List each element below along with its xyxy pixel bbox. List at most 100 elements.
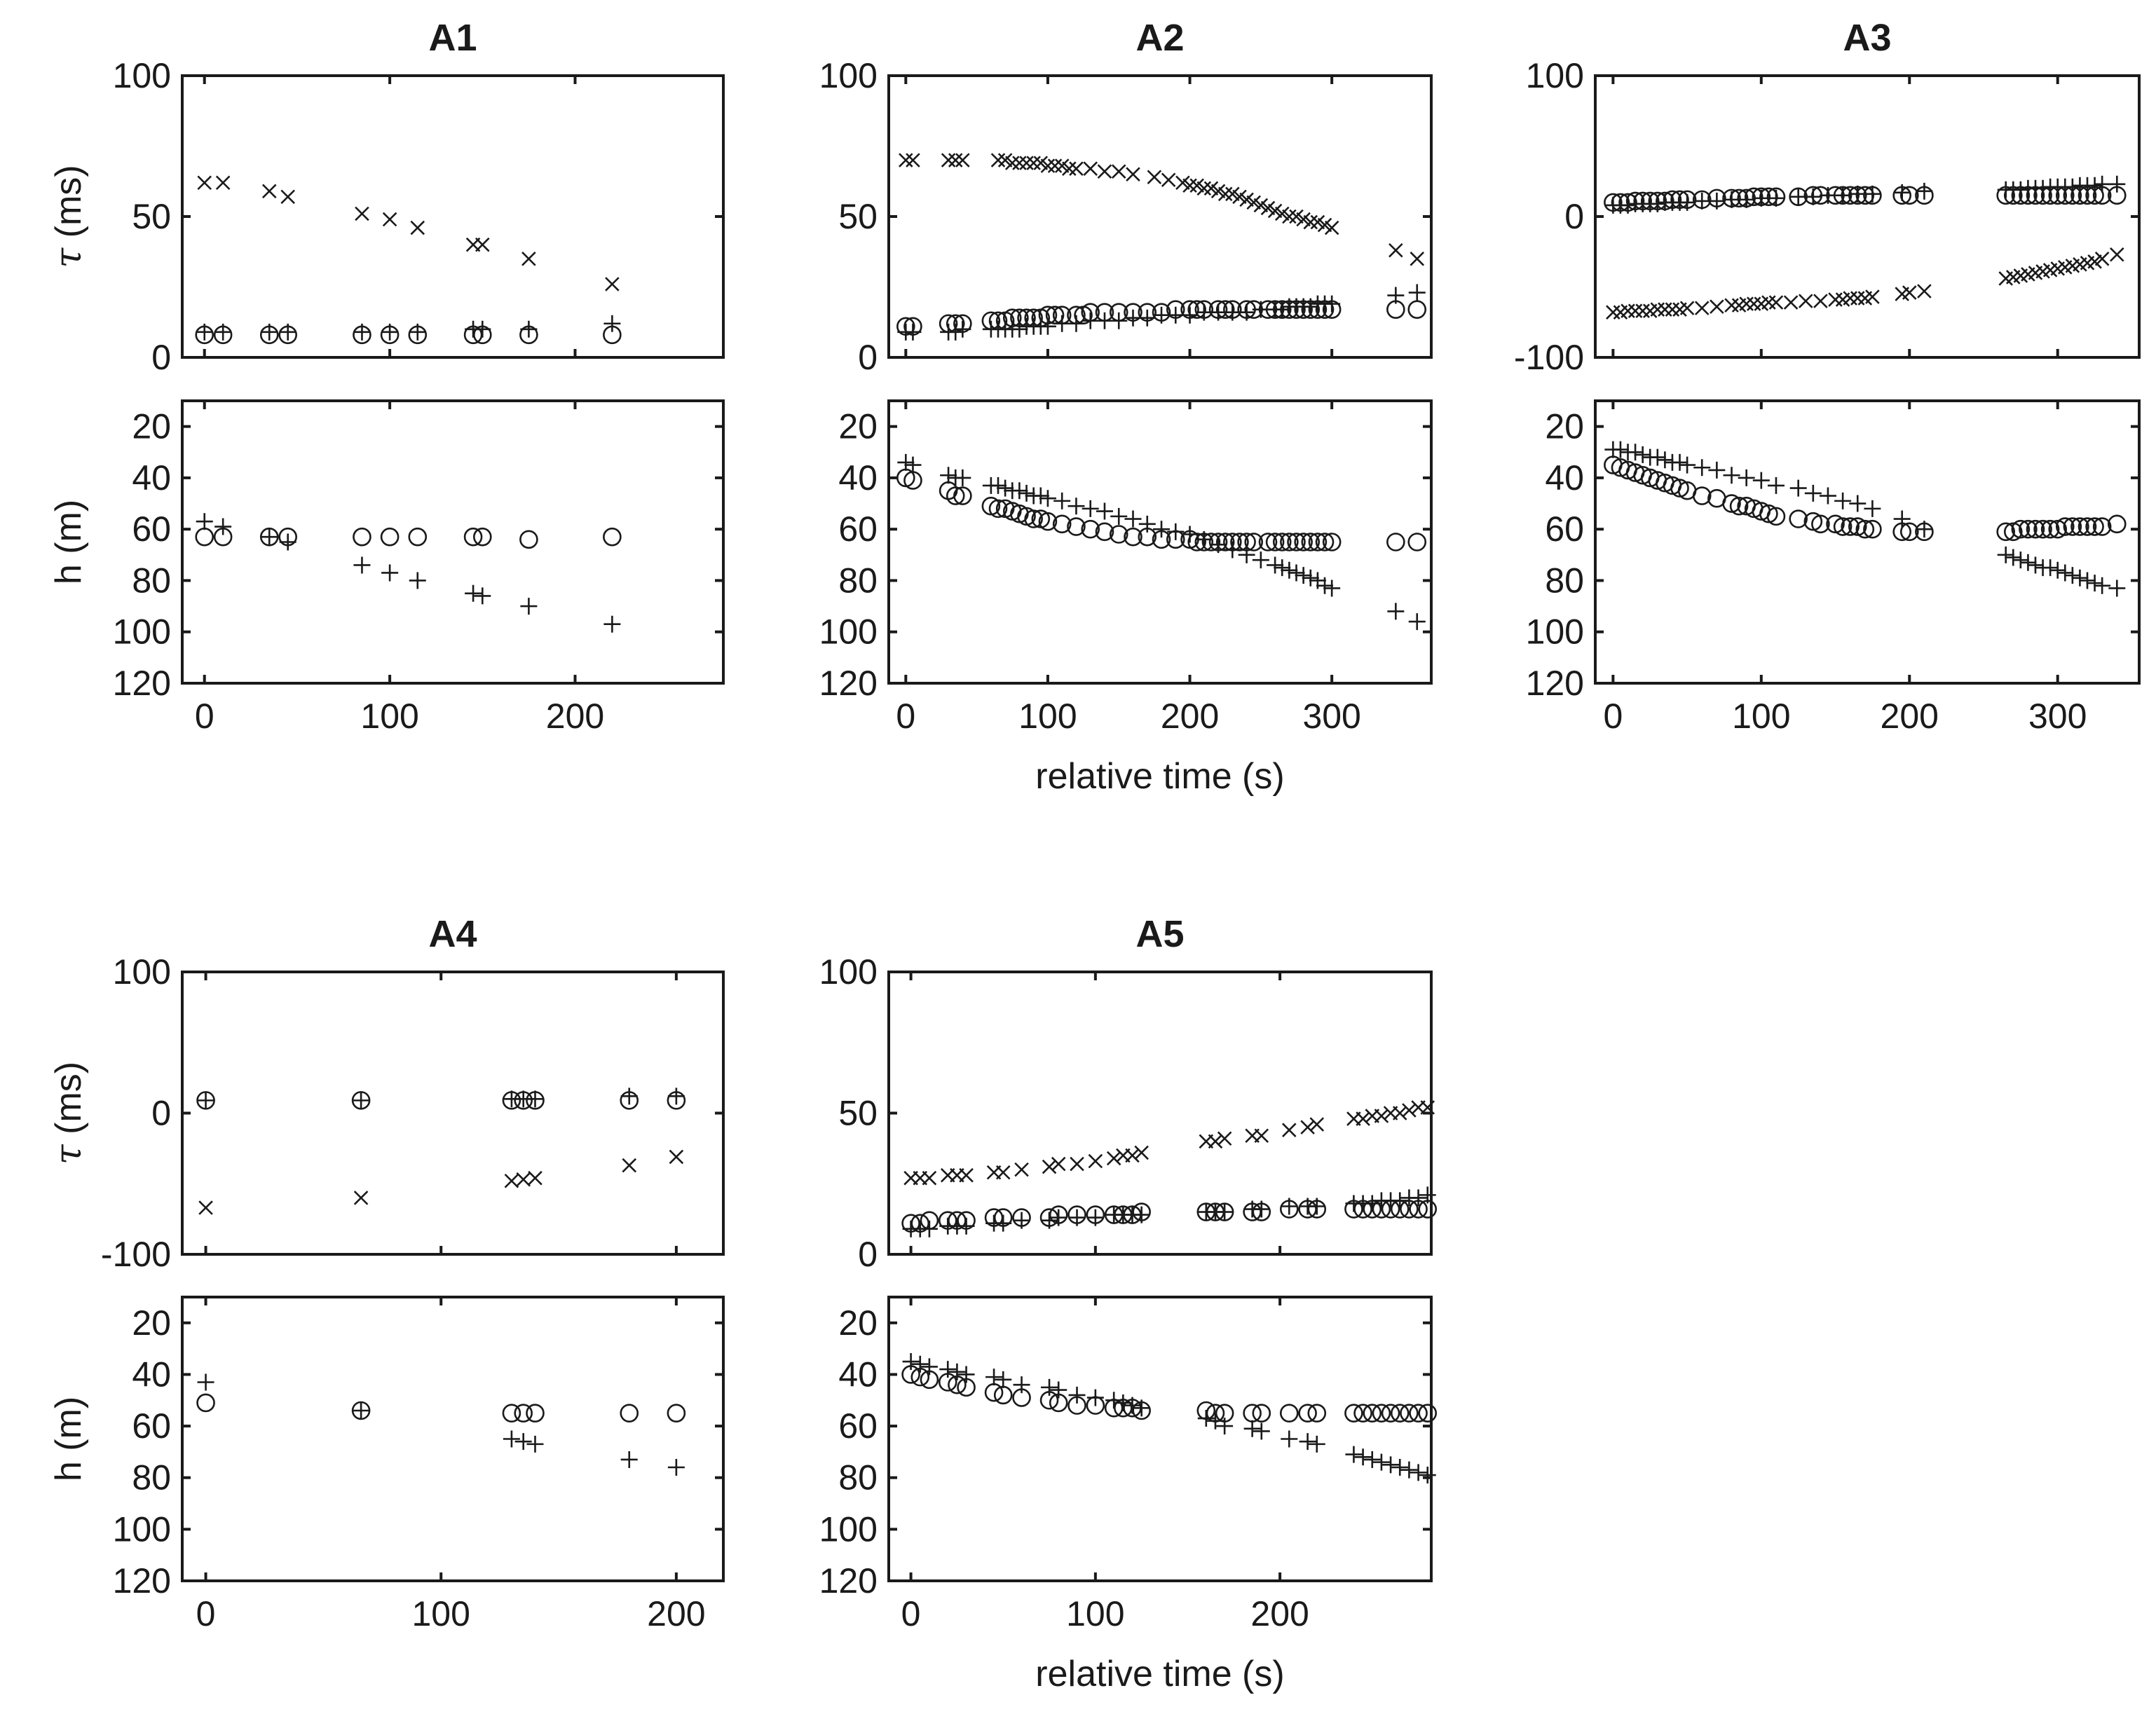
data-point-cross xyxy=(1111,164,1126,179)
data-point-circle xyxy=(1353,1404,1372,1422)
data-point-plus xyxy=(1110,312,1128,329)
series-plus xyxy=(902,1186,1436,1237)
y-tick-label: -100 xyxy=(1514,338,1584,377)
data-point-plus xyxy=(1295,567,1312,584)
series-circle xyxy=(1604,186,2127,212)
y-tick-label: 40 xyxy=(132,1355,171,1394)
data-point-plus xyxy=(1834,186,1852,204)
data-point-circle xyxy=(2011,519,2031,539)
data-point-plus xyxy=(1316,577,1334,594)
data-point-plus xyxy=(2094,577,2111,594)
data-point-cross xyxy=(410,220,425,235)
series-cross xyxy=(1606,247,2124,320)
data-point-circle xyxy=(1298,1404,1317,1422)
data-point-cross xyxy=(1402,1103,1417,1118)
data-point-cross xyxy=(1019,156,1034,170)
series-plus xyxy=(196,315,621,341)
y-tick-label: 40 xyxy=(838,458,878,498)
data-point-cross xyxy=(922,1170,937,1186)
data-point-circle xyxy=(408,527,428,547)
data-point-plus xyxy=(1197,1410,1215,1427)
panel-a5-bottom-axes: 20 40 60 80 100 120 0 100 200 xyxy=(819,1296,1438,1633)
data-point-plus xyxy=(214,518,232,535)
data-point-circle xyxy=(1766,507,1786,526)
data-point-plus xyxy=(1224,541,1241,558)
data-point-cross xyxy=(1650,302,1665,317)
data-point-cross xyxy=(1217,186,1233,202)
data-point-plus xyxy=(1238,546,1255,563)
data-point-plus xyxy=(1834,492,1852,509)
data-point-plus xyxy=(1133,1399,1150,1417)
data-point-circle xyxy=(1759,504,1778,523)
data-point-cross xyxy=(906,153,920,167)
y-tick-label: 100 xyxy=(819,952,878,992)
data-point-circle xyxy=(1265,533,1285,551)
panel-a1-top-axes: 0 50 100 xyxy=(113,56,725,377)
x-tick-label: 0 xyxy=(1603,697,1623,736)
series-circle xyxy=(901,1200,1438,1233)
data-point-circle xyxy=(2003,522,2023,542)
data-point-plus xyxy=(2086,575,2103,592)
series-plus xyxy=(902,1353,1436,1484)
data-point-plus xyxy=(1288,564,1305,582)
panel-a4-bottom-axes: 20 40 60 80 100 120 0 100 200 xyxy=(113,1296,725,1633)
data-point-cross xyxy=(1828,292,1843,307)
data-point-plus xyxy=(197,1373,214,1391)
y-tick-label: 80 xyxy=(1545,561,1584,600)
data-point-plus xyxy=(1138,309,1156,327)
data-point-circle xyxy=(1722,494,1741,513)
data-point-plus xyxy=(1419,1467,1436,1484)
data-point-plus xyxy=(1195,530,1213,548)
series-plus xyxy=(197,1373,685,1476)
data-point-cross xyxy=(1070,1156,1084,1172)
data-point-plus xyxy=(940,467,957,484)
data-point-plus xyxy=(911,1355,929,1373)
data-point-plus xyxy=(409,323,426,341)
data-point-plus xyxy=(353,1402,370,1419)
series-circle xyxy=(196,1393,686,1422)
data-point-plus xyxy=(1767,476,1785,494)
data-point-plus xyxy=(1419,1186,1436,1204)
data-point-circle xyxy=(2019,519,2038,539)
data-point-plus xyxy=(904,323,922,341)
data-point-cross xyxy=(1392,1106,1407,1120)
data-point-plus xyxy=(1216,1203,1234,1221)
data-point-plus xyxy=(2012,551,2029,569)
data-point-plus xyxy=(2056,564,2074,582)
data-point-plus xyxy=(1253,1200,1270,1218)
data-point-plus xyxy=(1997,546,2014,563)
data-point-cross xyxy=(1047,158,1063,173)
data-point-plus xyxy=(1053,492,1071,509)
data-point-plus xyxy=(197,1092,214,1109)
data-point-plus xyxy=(947,323,964,341)
data-point-plus xyxy=(1916,182,1933,200)
data-point-circle xyxy=(1215,300,1235,319)
data-point-cross xyxy=(990,153,1006,167)
data-point-cross xyxy=(1083,161,1098,176)
data-point-cross xyxy=(1014,1162,1029,1177)
series-circle xyxy=(1604,455,2127,542)
data-point-plus xyxy=(1011,320,1028,338)
axes-frame xyxy=(181,971,725,1256)
data-point-plus xyxy=(1410,1189,1427,1207)
data-point-plus xyxy=(939,1361,957,1378)
data-point-plus xyxy=(1693,192,1711,210)
data-point-circle xyxy=(2085,517,2104,536)
data-point-circle xyxy=(1308,533,1328,551)
data-point-plus xyxy=(902,1353,920,1371)
data-point-plus xyxy=(1408,284,1426,301)
data-point-circle xyxy=(1280,533,1299,551)
data-point-plus xyxy=(465,584,482,602)
y-tick-label: 100 xyxy=(819,612,878,652)
data-point-cross xyxy=(1389,242,1403,258)
x-tick-label: 0 xyxy=(196,1594,216,1633)
y-tick-label: 100 xyxy=(819,1509,878,1549)
data-point-plus xyxy=(603,615,621,633)
y-tick-label: 100 xyxy=(819,56,878,95)
data-point-cross xyxy=(1850,291,1865,306)
data-point-cross xyxy=(1746,296,1761,311)
data-point-plus xyxy=(1819,487,1836,505)
y-tick-label: 120 xyxy=(819,1561,878,1600)
data-point-plus xyxy=(1068,1209,1086,1226)
